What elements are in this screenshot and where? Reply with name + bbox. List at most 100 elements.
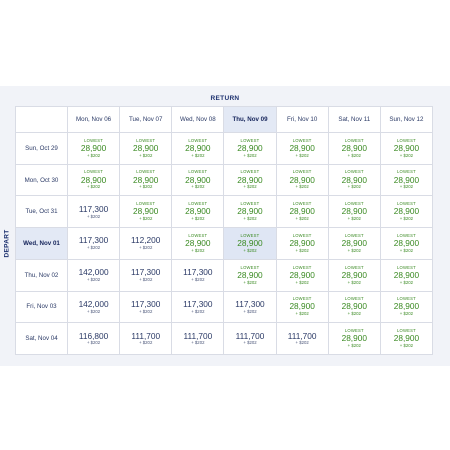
lowest-fare-badge: LOWEST — [84, 169, 104, 175]
fare-cell[interactable]: LOWEST 28,900 + $202 — [171, 132, 225, 165]
fare-cell[interactable]: 112,200 + $202 — [119, 227, 173, 260]
fare-cell[interactable]: 117,300 + $202 — [66, 227, 121, 260]
fare-points: 28,900 — [393, 238, 420, 249]
fare-cell[interactable]: LOWEST 28,900 + $202 — [223, 258, 277, 292]
depart-row: Fri, Nov 03 142,000 + $202 117,300 + $202 117… — [15, 290, 434, 324]
fare-points: 28,900 — [237, 174, 263, 185]
fare-points: 112,200 — [131, 235, 161, 246]
fare-cell[interactable]: LOWEST 28,900 + $202 — [119, 195, 173, 229]
fare-cell[interactable]: 142,000 + $202 — [66, 258, 121, 292]
fare-cell[interactable]: LOWEST 28,900 + $202 — [327, 227, 381, 260]
fare-cell[interactable]: LOWEST 28,900 + $202 — [327, 322, 381, 355]
fare-taxes: + $202 — [86, 276, 101, 282]
fare-cell[interactable]: 116,800 + $202 — [66, 322, 121, 355]
fare-taxes: + $202 — [86, 184, 101, 190]
lowest-fare-badge: LOWEST — [396, 169, 416, 175]
fare-cell[interactable]: LOWEST 28,900 + $202 — [327, 258, 381, 292]
fare-points: 28,900 — [393, 269, 420, 280]
depart-axis-label: DEPART — [3, 229, 11, 258]
fare-taxes: + $202 — [347, 216, 361, 222]
fare-cell[interactable]: LOWEST 28,900 + $202 — [66, 163, 121, 197]
depart-row: Wed, Nov 01 117,300 + $202 112,200 + $202 LOW… — [15, 227, 434, 260]
fare-cell[interactable]: 117,300 + $202 — [66, 195, 121, 229]
fare-cell[interactable]: LOWEST 28,900 + $202 — [171, 163, 225, 197]
fare-points: 28,900 — [237, 269, 263, 280]
fare-cell[interactable]: LOWEST 28,900 + $202 — [275, 195, 329, 229]
lowest-fare-badge: LOWEST — [344, 169, 364, 175]
fare-taxes: + $202 — [399, 311, 414, 317]
fare-points: 28,900 — [237, 142, 263, 153]
fare-cell[interactable]: LOWEST 28,900 + $202 — [223, 227, 277, 260]
fare-cell[interactable]: LOWEST 28,900 + $202 — [275, 258, 329, 292]
fare-points: 28,900 — [289, 174, 315, 185]
return-date-header: Wed, Nov 08 — [171, 106, 225, 133]
fare-points: 28,900 — [393, 301, 420, 312]
fare-cell[interactable]: LOWEST 28,900 + $202 — [379, 227, 434, 260]
fare-taxes: + $202 — [243, 152, 257, 158]
fare-cell[interactable]: LOWEST 28,900 + $202 — [223, 195, 277, 229]
fare-cell[interactable]: LOWEST 28,900 + $202 — [171, 227, 225, 260]
lowest-fare-badge: LOWEST — [292, 232, 312, 238]
fare-cell[interactable]: LOWEST 28,900 + $202 — [379, 163, 434, 197]
fare-cell[interactable]: 117,300 + $202 — [171, 258, 225, 292]
lowest-fare-badge: LOWEST — [292, 169, 312, 175]
fare-points: 142,000 — [78, 267, 109, 278]
fare-taxes: + $202 — [243, 340, 257, 346]
lowest-fare-badge: LOWEST — [240, 264, 260, 270]
fare-taxes: + $202 — [295, 184, 309, 190]
fare-cell[interactable]: LOWEST 28,900 + $202 — [327, 132, 381, 165]
fare-points: 28,900 — [237, 238, 263, 249]
fare-cell[interactable]: 111,700 + $202 — [275, 322, 329, 355]
fare-points: 28,900 — [341, 333, 367, 344]
fare-cell[interactable]: 111,700 + $202 — [119, 322, 173, 355]
fare-cell[interactable]: LOWEST 28,900 + $202 — [119, 132, 173, 165]
lowest-fare-badge: LOWEST — [344, 137, 364, 143]
fare-points: 28,900 — [133, 206, 159, 217]
fare-cell[interactable]: LOWEST 28,900 + $202 — [171, 195, 225, 229]
fare-cell[interactable]: LOWEST 28,900 + $202 — [379, 195, 434, 229]
fare-taxes: + $202 — [295, 247, 309, 253]
lowest-fare-badge: LOWEST — [240, 201, 260, 207]
fare-points: 28,900 — [237, 206, 263, 217]
fare-taxes: + $202 — [347, 342, 361, 348]
fare-cell[interactable]: LOWEST 28,900 + $202 — [223, 163, 277, 197]
fare-cell[interactable]: 111,700 + $202 — [171, 322, 225, 355]
fare-cell[interactable]: 142,000 + $202 — [66, 290, 121, 324]
return-date-header: Tue, Nov 07 — [119, 106, 173, 133]
fare-points: 117,300 — [235, 298, 265, 309]
fare-cell[interactable]: LOWEST 28,900 + $202 — [275, 163, 329, 197]
lowest-fare-badge: LOWEST — [396, 327, 416, 333]
fare-taxes: + $202 — [295, 152, 309, 158]
fare-cell[interactable]: LOWEST 28,900 + $202 — [223, 132, 277, 165]
fare-taxes: + $202 — [295, 279, 309, 285]
fare-cell[interactable]: LOWEST 28,900 + $202 — [379, 132, 434, 165]
fare-cell[interactable]: LOWEST 28,900 + $202 — [275, 132, 329, 165]
fare-cell[interactable]: LOWEST 28,900 + $202 — [327, 195, 381, 229]
fare-cell[interactable]: 111,700 + $202 — [223, 322, 277, 355]
fare-points: 28,900 — [393, 333, 420, 344]
lowest-fare-badge: LOWEST — [344, 327, 364, 333]
fare-cell[interactable]: 117,300 + $202 — [119, 258, 173, 292]
fare-cell[interactable]: 117,300 + $202 — [223, 290, 277, 324]
fare-cell[interactable]: LOWEST 28,900 + $202 — [119, 163, 173, 197]
fare-cell[interactable]: LOWEST 28,900 + $202 — [379, 322, 434, 355]
fare-taxes: + $202 — [399, 247, 414, 253]
fare-cell[interactable]: 117,300 + $202 — [119, 290, 173, 324]
lowest-fare-badge: LOWEST — [136, 137, 156, 143]
fare-cell[interactable]: LOWEST 28,900 + $202 — [275, 290, 329, 324]
fare-cell[interactable]: LOWEST 28,900 + $202 — [379, 258, 434, 292]
fare-cell[interactable]: LOWEST 28,900 + $202 — [327, 290, 381, 324]
fare-taxes: + $202 — [191, 308, 205, 314]
return-date-header: Sat, Nov 11 — [327, 106, 381, 133]
lowest-fare-badge: LOWEST — [344, 264, 364, 270]
fare-cell[interactable]: LOWEST 28,900 + $202 — [66, 132, 121, 165]
lowest-fare-badge: LOWEST — [188, 169, 208, 175]
lowest-fare-badge: LOWEST — [344, 232, 364, 238]
fare-taxes: + $202 — [139, 308, 153, 314]
fare-cell[interactable]: 117,300 + $202 — [171, 290, 225, 324]
fare-taxes: + $202 — [295, 340, 309, 346]
fare-cell[interactable]: LOWEST 28,900 + $202 — [275, 227, 329, 260]
fare-taxes: + $202 — [191, 247, 205, 253]
fare-cell[interactable]: LOWEST 28,900 + $202 — [327, 163, 381, 197]
fare-cell[interactable]: LOWEST 28,900 + $202 — [379, 290, 434, 324]
